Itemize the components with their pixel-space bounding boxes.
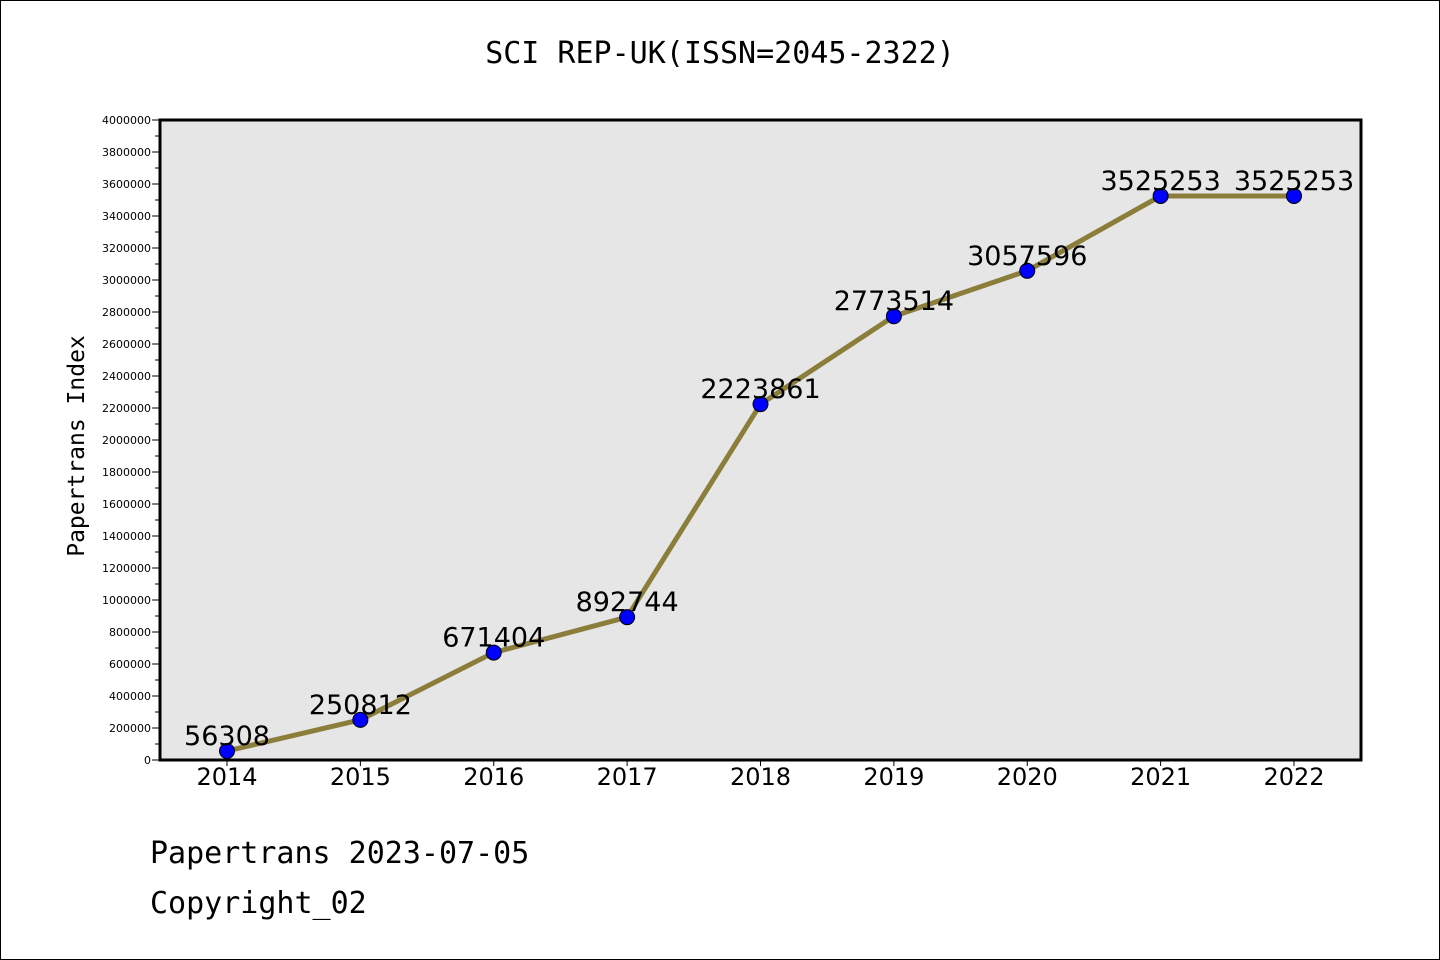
data-label: 3057596: [967, 241, 1087, 272]
y-tick-label: 3600000: [102, 178, 151, 191]
data-label: 671404: [442, 623, 545, 654]
chart-title: SCI REP-UK(ISSN=2045-2322): [485, 36, 955, 71]
data-label: 3525253: [1234, 166, 1354, 197]
plot-area: [158, 118, 1363, 762]
y-tick-label: 1600000: [102, 498, 151, 511]
x-tick-label: 2019: [863, 763, 924, 791]
y-tick-label: 2000000: [102, 434, 151, 447]
y-tick-label: 2400000: [102, 370, 151, 383]
y-tick-label: 0: [144, 754, 151, 767]
x-tick-label: 2015: [330, 763, 391, 791]
x-axis: 2014 2015 2016 2017 2018 2019 2020 2021 2022: [196, 760, 1325, 791]
y-tick-label: 2800000: [102, 306, 151, 319]
y-tick-label: 2200000: [102, 402, 151, 415]
data-point: [352, 711, 369, 728]
footer-copyright: Copyright_02: [150, 886, 367, 921]
series-group: [219, 187, 1302, 759]
y-tick-label: 3400000: [102, 210, 151, 223]
y-axis: 0 200000 400000 600000 800000 1000000 1200000 1…: [102, 114, 160, 767]
x-tick-label: 2021: [1130, 763, 1191, 791]
data-label: 892744: [576, 587, 679, 618]
y-tick-label: 4000000: [102, 114, 151, 127]
data-point: [619, 609, 636, 626]
y-tick-label: 1400000: [102, 530, 151, 543]
x-tick-label: 2022: [1263, 763, 1324, 791]
data-point: [1019, 262, 1036, 279]
y-tick-label: 400000: [109, 690, 151, 703]
y-tick-label: 1000000: [102, 594, 151, 607]
y-tick-label: 3200000: [102, 242, 151, 255]
x-tick-label: 2018: [730, 763, 791, 791]
y-tick-label: 2600000: [102, 338, 151, 351]
y-tick-label: 600000: [109, 658, 151, 671]
x-tick-label: 2014: [196, 763, 257, 791]
data-labels: 56308 250812 671404 892744 2223861 2773514 305…: [184, 166, 1354, 752]
data-point: [1286, 187, 1302, 204]
data-point: [885, 308, 902, 325]
y-axis-label: Papertrans Index: [64, 335, 90, 557]
data-label: 3525253: [1101, 166, 1221, 197]
y-tick-label: 3000000: [102, 274, 151, 287]
data-label: 250812: [309, 690, 412, 721]
y-tick-label: 1200000: [102, 562, 151, 575]
y-tick-label: 800000: [109, 626, 151, 639]
x-tick-label: 2016: [463, 763, 524, 791]
data-point: [219, 742, 235, 759]
x-tick-label: 2017: [597, 763, 658, 791]
data-label: 2773514: [834, 286, 954, 317]
data-point: [752, 396, 769, 413]
data-label: 2223861: [700, 374, 820, 405]
data-label: 56308: [184, 721, 270, 752]
data-point: [1152, 187, 1169, 204]
y-tick-label: 200000: [109, 722, 151, 735]
y-tick-label: 1800000: [102, 466, 151, 479]
footer-date: Papertrans 2023-07-05: [150, 836, 530, 871]
x-tick-label: 2020: [997, 763, 1058, 791]
data-point: [485, 644, 502, 661]
y-tick-label: 3800000: [102, 146, 151, 159]
